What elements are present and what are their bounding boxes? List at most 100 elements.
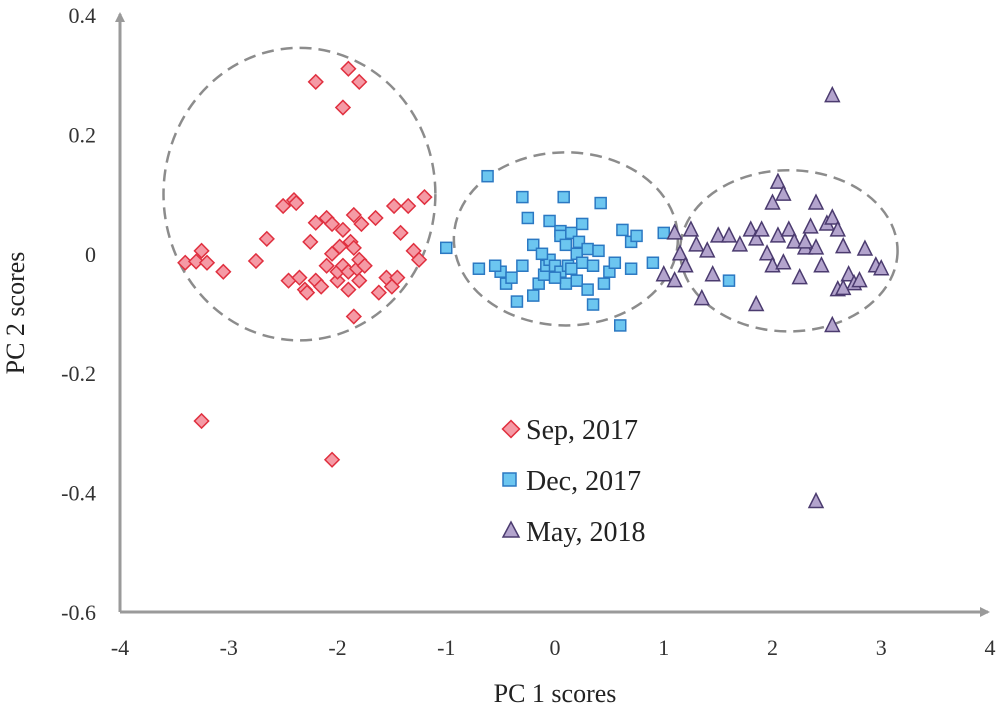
data-point-diamond xyxy=(307,73,324,90)
y-tick-label: 0.2 xyxy=(69,122,97,147)
data-point-diamond xyxy=(400,197,417,215)
legend-label-dec-2017: Dec, 2017 xyxy=(526,466,641,497)
y-tick-label: -0.6 xyxy=(61,600,96,625)
data-point-triangle xyxy=(791,268,808,285)
y-tick-label: 0 xyxy=(85,242,96,267)
legend-item-dec-2017: Dec, 2017 xyxy=(502,466,641,497)
data-point-diamond xyxy=(274,197,292,215)
data-point-triangle xyxy=(775,253,792,270)
data-point-triangle xyxy=(655,265,672,282)
data-point-square xyxy=(472,262,486,275)
data-point-square xyxy=(630,229,643,243)
data-point-square xyxy=(594,196,607,210)
data-point-diamond xyxy=(318,257,335,274)
data-point-square xyxy=(548,271,562,284)
data-point-triangle xyxy=(780,220,798,237)
data-points xyxy=(177,60,890,509)
data-point-triangle xyxy=(764,193,781,210)
data-point-square xyxy=(527,238,540,252)
data-point-square xyxy=(527,289,540,302)
data-point-diamond xyxy=(416,188,433,206)
x-axis-title: PC 1 scores xyxy=(494,679,617,708)
data-point-triangle xyxy=(834,236,852,254)
x-tick-label: 1 xyxy=(658,635,669,660)
data-point-square xyxy=(575,256,589,270)
y-tick-label: -0.4 xyxy=(61,481,96,506)
data-point-diamond xyxy=(367,209,384,227)
data-point-triangle xyxy=(807,491,825,509)
data-point-square xyxy=(543,214,556,228)
data-point-diamond xyxy=(345,206,362,224)
data-point-diamond xyxy=(193,412,210,430)
data-point-diamond xyxy=(247,252,265,270)
data-point-diamond xyxy=(351,73,368,90)
data-point-diamond xyxy=(198,254,216,271)
data-point-diamond xyxy=(313,278,330,295)
data-point-triangle xyxy=(742,220,759,237)
data-point-diamond xyxy=(385,197,403,215)
data-point-square xyxy=(521,211,535,225)
x-tick-label: 2 xyxy=(767,635,778,660)
data-point-triangle xyxy=(807,193,825,210)
legend-marker-diamond xyxy=(501,419,521,439)
data-point-triangle xyxy=(856,239,874,256)
data-point-square xyxy=(722,274,736,287)
y-tick-label: -0.2 xyxy=(61,361,96,386)
data-point-square xyxy=(575,217,589,231)
data-point-square xyxy=(559,238,573,252)
legend-label-may-2018: May, 2018 xyxy=(526,517,646,548)
data-point-square xyxy=(505,271,518,284)
data-point-square xyxy=(581,242,594,256)
data-point-triangle xyxy=(813,256,830,273)
data-point-square xyxy=(516,259,529,272)
data-point-diamond xyxy=(356,257,373,274)
data-point-square xyxy=(516,190,529,204)
data-point-diamond xyxy=(353,215,370,233)
data-point-diamond xyxy=(177,254,194,271)
x-tick-label: 4 xyxy=(985,635,996,660)
data-point-diamond xyxy=(370,284,387,301)
data-point-diamond xyxy=(288,194,305,212)
data-point-triangle xyxy=(758,244,776,261)
data-point-diamond xyxy=(291,269,308,286)
cluster-ellipse xyxy=(678,168,899,333)
data-point-triangle xyxy=(786,232,803,249)
data-point-square xyxy=(565,226,578,240)
legend: Sep, 2017 Dec, 2017 May, 2018 xyxy=(501,415,646,548)
data-point-triangle xyxy=(731,235,749,252)
x-tick-label: -4 xyxy=(111,635,129,660)
data-point-triangle xyxy=(709,226,727,243)
data-point-diamond xyxy=(307,214,324,231)
x-tick-label: -3 xyxy=(220,635,238,660)
data-point-triangle xyxy=(677,256,694,273)
data-point-diamond xyxy=(193,242,210,259)
data-point-triangle xyxy=(699,241,716,258)
data-point-diamond xyxy=(410,251,428,268)
legend-marker-square xyxy=(502,472,517,487)
data-point-diamond xyxy=(302,233,319,250)
data-point-square xyxy=(481,169,494,183)
data-point-square xyxy=(592,244,605,258)
x-tick-label: 0 xyxy=(550,635,561,660)
data-point-triangle xyxy=(796,232,814,249)
data-point-diamond xyxy=(334,221,352,239)
y-tick-label: 0.4 xyxy=(69,3,97,28)
data-point-triangle xyxy=(666,223,683,240)
data-point-square xyxy=(608,256,622,270)
data-point-square xyxy=(559,277,573,290)
data-point-diamond xyxy=(187,253,205,270)
legend-item-may-2018: May, 2018 xyxy=(501,517,646,548)
data-point-triangle xyxy=(720,226,738,243)
data-point-triangle xyxy=(851,270,868,288)
y-axis-title: PC 2 scores xyxy=(1,252,30,375)
data-point-square xyxy=(488,259,502,272)
data-point-diamond xyxy=(323,451,341,468)
data-point-triangle xyxy=(775,184,792,201)
data-point-triangle xyxy=(688,235,705,252)
data-point-square xyxy=(646,256,660,270)
data-point-triangle xyxy=(693,288,711,306)
cluster-ellipse xyxy=(162,46,437,342)
data-point-triangle xyxy=(682,220,700,237)
data-point-square xyxy=(440,241,453,255)
data-point-diamond xyxy=(340,60,357,77)
